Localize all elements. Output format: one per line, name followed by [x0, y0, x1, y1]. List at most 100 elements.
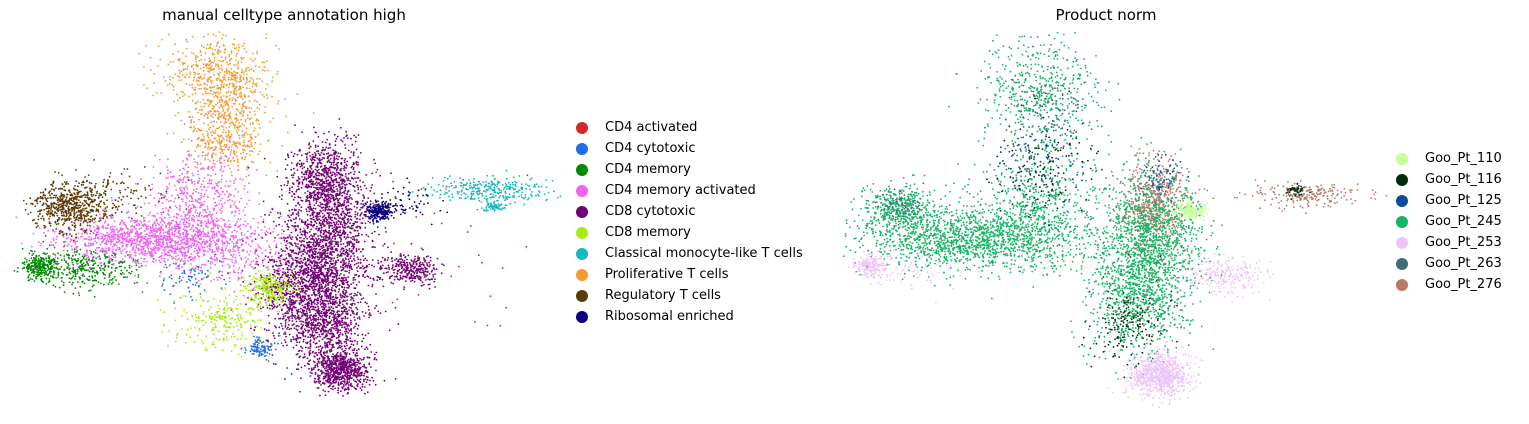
scatter-point: [331, 254, 333, 256]
scatter-point: [254, 263, 257, 265]
scatter-point: [312, 368, 315, 371]
scatter-point: [222, 261, 225, 263]
scatter-point: [51, 214, 54, 217]
scatter-point: [304, 251, 307, 254]
scatter-point: [343, 374, 346, 377]
scatter-point: [207, 220, 210, 223]
scatter-point: [55, 277, 57, 279]
scatter-point: [350, 343, 353, 346]
scatter-point: [422, 248, 424, 251]
scatter-point: [179, 243, 181, 246]
scatter-point: [314, 144, 317, 147]
scatter-point: [298, 218, 301, 220]
scatter-point: [79, 261, 82, 263]
scatter-point: [324, 216, 327, 219]
scatter-point: [212, 234, 214, 237]
scatter-point: [300, 345, 302, 348]
scatter-point: [314, 364, 317, 367]
scatter-point: [553, 190, 555, 193]
scatter-point: [308, 294, 310, 297]
scatter-point: [244, 347, 247, 349]
scatter-point: [242, 76, 245, 79]
scatter-point: [293, 152, 296, 155]
scatter-point: [221, 115, 224, 117]
scatter-point: [158, 233, 161, 235]
scatter-point: [399, 274, 402, 277]
scatter-point: [356, 357, 358, 360]
scatter-point: [321, 289, 324, 292]
scatter-point: [331, 237, 334, 240]
scatter-point: [364, 222, 367, 225]
scatter-point: [193, 183, 196, 185]
scatter-point: [216, 182, 219, 185]
scatter-point: [52, 284, 55, 287]
scatter-point: [47, 229, 50, 232]
scatter-point: [301, 181, 304, 184]
scatter-point: [247, 320, 249, 323]
scatter-point: [203, 105, 206, 108]
scatter-point: [203, 200, 206, 203]
scatter-point: [197, 192, 200, 194]
scatter-point: [339, 357, 341, 360]
scatter-point: [243, 188, 245, 190]
scatter-point: [35, 277, 38, 280]
scatter-point: [381, 256, 384, 259]
scatter-point: [194, 314, 197, 316]
scatter-point: [173, 300, 176, 302]
scatter-point: [59, 268, 61, 270]
scatter-point: [117, 205, 120, 208]
scatter-point: [288, 233, 291, 236]
scatter-point: [473, 198, 476, 200]
scatter-point: [359, 218, 361, 221]
scatter-point: [277, 211, 279, 214]
scatter-point: [290, 280, 293, 283]
scatter-point: [322, 389, 325, 392]
scatter-point: [252, 276, 255, 278]
scatter-point: [278, 264, 280, 267]
scatter-point: [518, 189, 521, 192]
scatter-point: [60, 210, 63, 213]
scatter-point: [354, 215, 357, 218]
scatter-point: [172, 88, 175, 91]
scatter-point: [345, 196, 348, 198]
scatter-point: [227, 107, 230, 110]
scatter-point: [110, 231, 113, 234]
scatter-point: [504, 190, 507, 193]
scatter-point: [257, 269, 260, 272]
scatter-point: [314, 313, 317, 315]
scatter-point: [53, 194, 56, 197]
scatter-point: [241, 130, 244, 133]
scatter-point: [480, 201, 483, 203]
scatter-point: [300, 163, 303, 166]
scatter-point: [256, 50, 259, 53]
scatter-point: [309, 214, 312, 217]
scatter-point: [114, 211, 117, 214]
scatter-point: [159, 261, 162, 264]
scatter-point: [332, 388, 334, 391]
scatter-point: [229, 71, 231, 74]
scatter-point: [57, 272, 60, 275]
scatter-point: [199, 51, 202, 54]
scatter-point: [74, 275, 77, 278]
scatter-point: [203, 193, 206, 196]
scatter-point: [331, 287, 333, 289]
scatter-point: [52, 182, 54, 185]
scatter-point: [338, 333, 341, 336]
scatter-point: [335, 337, 338, 339]
scatter-point: [257, 319, 260, 321]
scatter-point: [362, 297, 365, 299]
scatter-point: [295, 344, 298, 347]
scatter-point: [280, 188, 283, 191]
scatter-point: [111, 225, 114, 228]
scatter-point: [342, 231, 344, 234]
scatter-point: [189, 327, 192, 329]
scatter-point: [140, 249, 143, 252]
scatter-point: [535, 194, 537, 197]
scatter-point: [45, 277, 48, 280]
scatter-point: [103, 178, 105, 181]
scatter-point: [207, 152, 210, 155]
scatter-point: [524, 194, 527, 196]
scatter-point: [545, 179, 548, 182]
scatter-point: [100, 282, 102, 285]
scatter-point: [89, 187, 91, 190]
